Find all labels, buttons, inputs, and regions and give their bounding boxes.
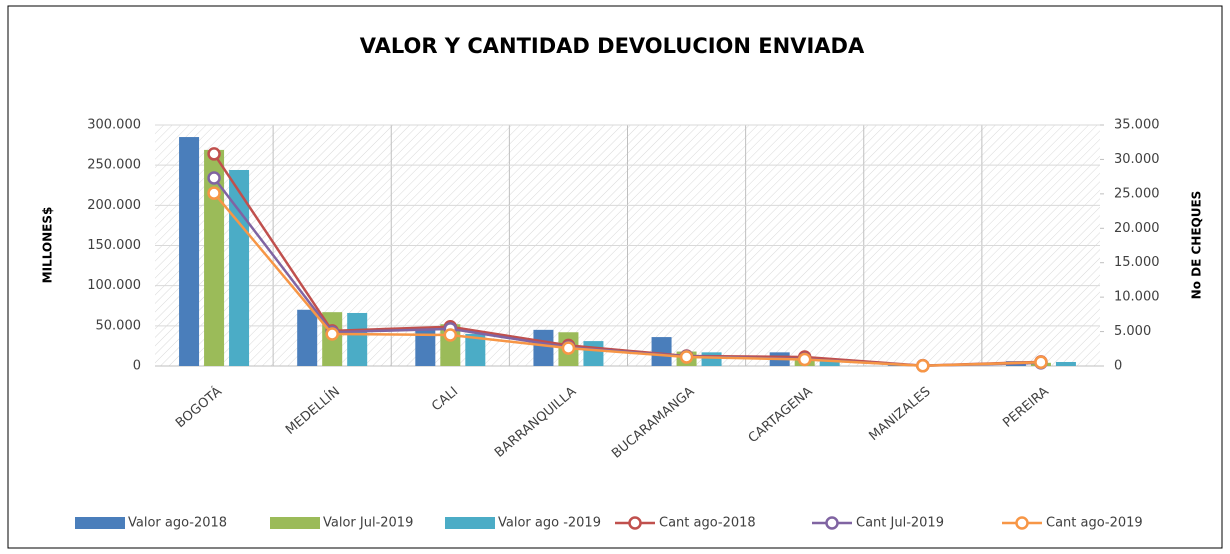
legend-label: Valor ago -2019 bbox=[498, 516, 601, 531]
y-tick-label: 100.000 bbox=[87, 278, 141, 293]
legend-swatch bbox=[445, 517, 495, 529]
legend-label: Cant Jul-2019 bbox=[856, 516, 944, 531]
y-tick-label: 200.000 bbox=[87, 198, 141, 213]
legend-label: Valor Jul-2019 bbox=[323, 516, 413, 531]
y-tick-label: 0 bbox=[133, 359, 141, 374]
y2-tick-label: 15.000 bbox=[1114, 255, 1160, 270]
y2-tick-label: 0 bbox=[1114, 359, 1122, 374]
legend-swatch bbox=[75, 517, 125, 529]
line-marker bbox=[1034, 355, 1048, 369]
line-marker bbox=[679, 350, 694, 364]
bar bbox=[415, 329, 436, 366]
line-marker bbox=[797, 352, 812, 367]
legend-marker bbox=[1015, 516, 1029, 530]
y2-tick-label: 10.000 bbox=[1114, 290, 1160, 305]
line-marker bbox=[207, 171, 221, 185]
bar bbox=[533, 329, 554, 366]
y2-tick-label: 25.000 bbox=[1114, 186, 1160, 201]
legend-marker bbox=[628, 516, 642, 530]
bar bbox=[701, 352, 722, 366]
bar bbox=[179, 137, 200, 366]
bar bbox=[297, 309, 318, 366]
legend-marker bbox=[825, 516, 839, 530]
bar bbox=[465, 333, 486, 366]
legend-label: Valor ago-2018 bbox=[128, 516, 227, 531]
line-marker bbox=[916, 359, 930, 373]
y2-tick-label: 35.000 bbox=[1114, 118, 1160, 133]
bar bbox=[583, 341, 604, 366]
line-marker bbox=[443, 328, 458, 342]
line-marker bbox=[325, 327, 339, 341]
legend-label: Cant ago-2018 bbox=[659, 516, 756, 531]
line bbox=[213, 192, 1041, 368]
y-tick-label: 150.000 bbox=[87, 238, 141, 253]
legend-swatch bbox=[270, 517, 320, 529]
bar bbox=[819, 360, 840, 366]
legend-label: Cant ago-2019 bbox=[1046, 516, 1143, 531]
chart-title: VALOR Y CANTIDAD DEVOLUCION ENVIADA bbox=[360, 34, 865, 58]
bar bbox=[204, 149, 225, 366]
bar bbox=[347, 312, 368, 366]
y-tick-label: 50.000 bbox=[96, 318, 142, 333]
y2-tick-label: 5.000 bbox=[1114, 324, 1151, 339]
line-marker bbox=[207, 186, 221, 200]
y2-tick-label: 30.000 bbox=[1114, 152, 1160, 167]
y-tick-label: 300.000 bbox=[87, 118, 141, 133]
y2-axis-title: No DE CHEQUES bbox=[1190, 191, 1204, 300]
y-tick-label: 250.000 bbox=[87, 158, 141, 173]
y2-tick-label: 20.000 bbox=[1114, 221, 1160, 236]
y-axis-title: MILLONES$ bbox=[41, 207, 55, 284]
line-marker bbox=[561, 341, 576, 355]
bar bbox=[651, 337, 672, 366]
bar bbox=[1055, 361, 1076, 366]
bar bbox=[229, 169, 250, 366]
line-marker bbox=[207, 147, 221, 161]
